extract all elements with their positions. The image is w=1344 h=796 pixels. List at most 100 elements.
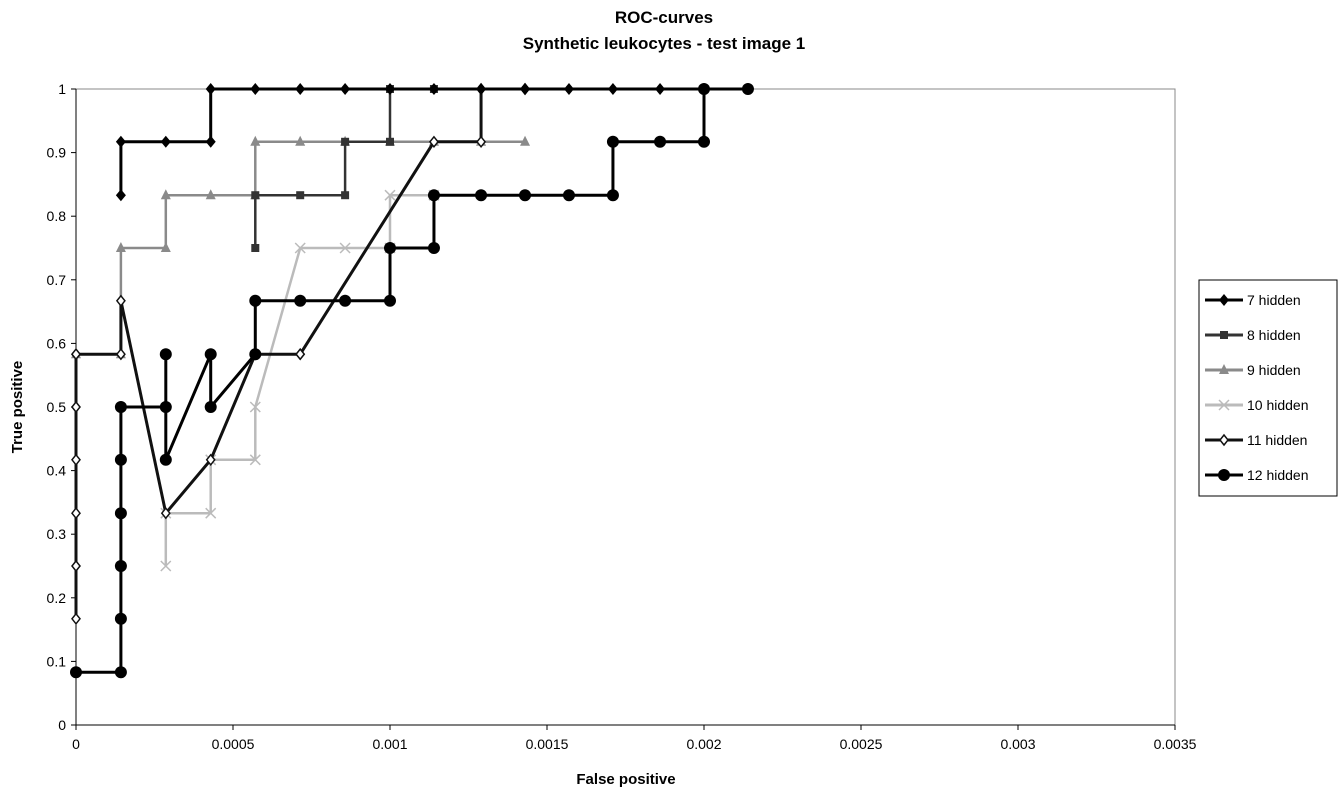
data-point (115, 348, 126, 361)
legend-label: 8 hidden (1247, 327, 1301, 343)
data-point (698, 83, 710, 95)
data-point (249, 401, 261, 413)
data-point (115, 294, 126, 307)
legend-marker (1219, 364, 1229, 374)
data-point (428, 135, 439, 148)
legend-entry: 12 hidden (1205, 467, 1309, 483)
data-point (160, 507, 171, 520)
data-point (114, 507, 127, 520)
legend-label: 10 hidden (1247, 397, 1309, 413)
x-tick-label: 0 (72, 736, 80, 752)
data-point (655, 83, 666, 95)
x-tick-label: 0.003 (1000, 736, 1035, 752)
legend-marker (1219, 433, 1229, 447)
data-point (71, 348, 81, 361)
data-point (741, 83, 754, 95)
data-point (698, 135, 710, 148)
plot-area (75, 88, 1176, 726)
legend-entry: 10 hidden (1205, 397, 1309, 413)
data-point (339, 294, 352, 307)
y-axis-label: True positive (9, 361, 26, 454)
data-point (295, 135, 306, 146)
legend-marker (1220, 331, 1228, 339)
x-axis-ticks: 0 0.0005 0.001 0.0015 0.002 0.0025 0.003 0.0035 (72, 725, 1197, 752)
y-tick-label: 0.4 (47, 463, 67, 479)
data-point (295, 83, 306, 95)
y-tick-label: 0.5 (47, 399, 67, 415)
data-point (160, 189, 171, 200)
legend-label: 12 hidden (1247, 467, 1309, 483)
data-point (115, 135, 126, 148)
y-tick-label: 0.9 (47, 145, 67, 161)
data-point (205, 189, 216, 200)
data-point (384, 242, 396, 254)
data-point (115, 189, 126, 202)
x-tick-label: 0.0025 (840, 736, 883, 752)
legend-marker (1218, 399, 1230, 411)
legend-box (1198, 279, 1338, 497)
x-axis-label: False positive (576, 771, 675, 788)
data-point (71, 507, 81, 520)
legend-label: 11 hidden (1247, 432, 1307, 448)
legend-marker (1219, 294, 1229, 306)
x-tick-label: 0.0005 (212, 736, 255, 752)
data-point (115, 242, 126, 252)
y-tick-label: 0.1 (47, 653, 67, 669)
data-point (251, 244, 260, 252)
y-tick-label: 0 (58, 717, 66, 733)
data-point (563, 83, 574, 95)
data-point (606, 189, 619, 202)
legend: 7 hidden 8 hidden 9 hidden 10 hidden 11 hidd… (1198, 279, 1338, 497)
data-point (114, 560, 127, 572)
data-point (160, 135, 171, 148)
data-point (294, 294, 307, 307)
data-point (339, 242, 351, 254)
data-point (428, 83, 439, 95)
series-7-hidden (115, 83, 753, 202)
data-point (205, 453, 216, 466)
data-point (114, 666, 127, 679)
data-point (71, 453, 81, 466)
data-point (160, 242, 171, 252)
data-point (562, 189, 575, 202)
data-point (340, 83, 351, 95)
data-point (654, 135, 667, 148)
data-point (205, 83, 216, 95)
legend-entry: 11 hidden (1205, 432, 1307, 448)
x-tick-label: 0.002 (686, 736, 721, 752)
data-point (384, 294, 396, 307)
data-point (475, 189, 488, 202)
y-tick-label: 0.7 (47, 272, 67, 288)
data-point (385, 83, 395, 95)
data-point (520, 135, 531, 146)
data-point (251, 191, 260, 200)
data-point (386, 137, 394, 146)
legend-entry: 9 hidden (1205, 362, 1301, 378)
data-point (70, 666, 82, 679)
data-point (427, 189, 440, 202)
data-point (159, 453, 172, 466)
legend-entry: 7 hidden (1205, 292, 1301, 308)
data-point (250, 135, 261, 146)
data-point (606, 135, 619, 148)
series-12-hidden (70, 83, 754, 679)
data-point (205, 507, 217, 519)
series-line (254, 87, 434, 248)
legend-marker (1218, 469, 1230, 481)
legend-entry: 8 hidden (1205, 327, 1301, 343)
y-tick-label: 0.2 (47, 590, 67, 606)
data-point (249, 348, 262, 361)
y-tick-label: 0.3 (47, 526, 67, 542)
data-point (204, 401, 217, 413)
data-point (71, 400, 81, 414)
y-tick-label: 1 (58, 81, 66, 97)
data-point (114, 401, 127, 413)
data-point (607, 83, 618, 95)
data-point (204, 348, 217, 361)
x-tick-label: 0.0015 (526, 736, 569, 752)
data-point (71, 559, 81, 573)
data-point (296, 191, 305, 200)
chart-subtitle: Synthetic leukocytes - test image 1 (523, 34, 806, 53)
series-layer (70, 82, 754, 679)
